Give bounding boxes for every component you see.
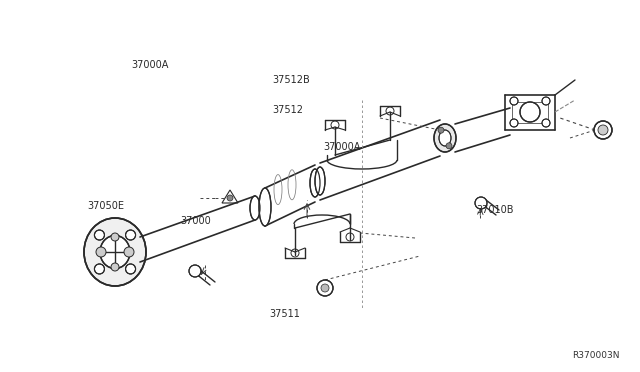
Circle shape (438, 127, 444, 133)
Circle shape (111, 263, 119, 271)
Circle shape (594, 121, 612, 139)
Ellipse shape (250, 196, 260, 220)
Circle shape (510, 97, 518, 105)
Circle shape (111, 233, 119, 241)
Circle shape (95, 230, 104, 240)
Circle shape (124, 247, 134, 257)
Circle shape (542, 97, 550, 105)
Ellipse shape (434, 124, 456, 152)
Text: 37511: 37511 (269, 310, 300, 319)
Ellipse shape (439, 130, 451, 146)
Circle shape (520, 102, 540, 122)
Circle shape (227, 195, 233, 201)
Text: 37000A: 37000A (132, 60, 169, 70)
Circle shape (446, 143, 452, 149)
Circle shape (475, 197, 487, 209)
Text: 37000: 37000 (180, 217, 211, 226)
Circle shape (96, 247, 106, 257)
Circle shape (125, 264, 136, 274)
Text: 37010B: 37010B (477, 205, 515, 215)
Circle shape (321, 284, 329, 292)
Ellipse shape (84, 218, 146, 286)
Circle shape (510, 119, 518, 127)
Ellipse shape (259, 188, 271, 226)
Circle shape (317, 280, 333, 296)
Text: 37050E: 37050E (88, 202, 125, 211)
Circle shape (189, 265, 201, 277)
Circle shape (598, 125, 608, 135)
Text: 37000A: 37000A (324, 142, 361, 152)
Ellipse shape (310, 169, 320, 197)
Ellipse shape (315, 167, 325, 195)
Ellipse shape (100, 235, 130, 269)
Circle shape (542, 119, 550, 127)
Text: 37512: 37512 (272, 105, 303, 115)
Circle shape (125, 230, 136, 240)
Circle shape (95, 264, 104, 274)
Text: R370003N: R370003N (573, 350, 620, 359)
Text: 37512B: 37512B (272, 75, 310, 85)
